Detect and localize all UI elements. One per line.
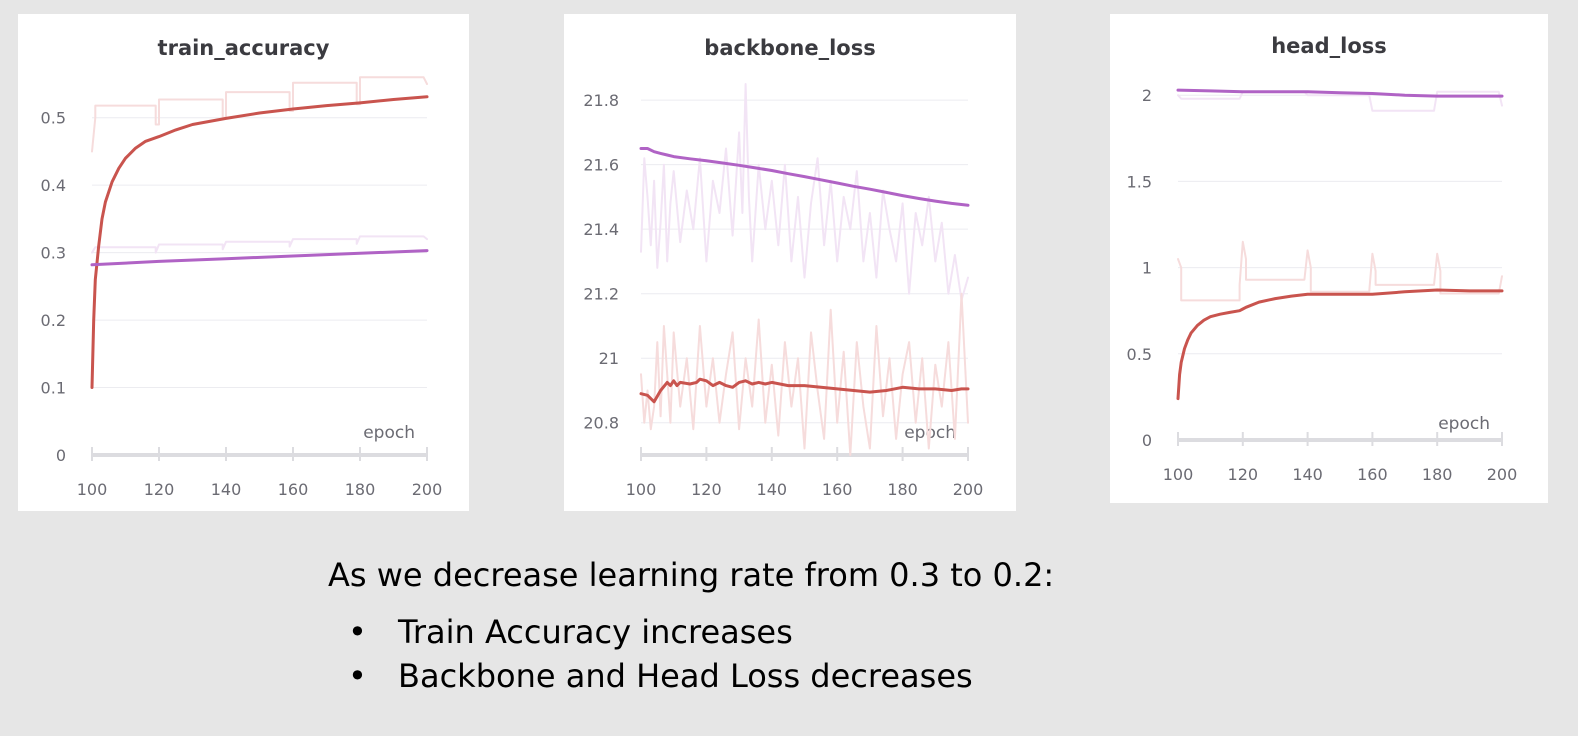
chart-plot: 0 0.1 0.2 0.3 0.4 0.5 100 120 140 160 180 200 epoch [41,76,443,499]
y-tick-label: 20.8 [583,414,619,433]
chart-title: backbone_loss [704,36,876,60]
x-tick-label: 200 [953,480,984,499]
caption-bullet: • Train Accuracy increases [328,610,1228,654]
y-tick-label: 0.5 [41,109,66,128]
y-tick-label: 1 [1142,259,1152,278]
y-tick-label: 2 [1142,86,1152,105]
y-tick-label: 0.4 [41,176,66,195]
x-tick-label: 120 [144,480,175,499]
x-tick-label: 140 [211,480,242,499]
x-tick-label: 180 [345,480,376,499]
series-line-purple [1176,88,1504,98]
y-tick-label: 21.6 [583,156,619,175]
y-tick-label: 0 [56,446,66,465]
series-line-red [1176,288,1504,401]
x-tick-label: 100 [77,480,108,499]
y-tick-label: 0.2 [41,311,66,330]
y-tick-label: 0.5 [1127,345,1152,364]
backbone-loss-chart: backbone_loss 20.8 21 21.2 21.4 21.6 21.8 100 1… [564,14,1016,511]
chart-title: head_loss [1271,34,1387,58]
chart-title: train_accuracy [157,36,330,60]
x-tick-label: 140 [757,480,788,499]
y-tick-label: 0.1 [41,379,66,398]
series-line-red [639,377,970,404]
x-tick-label: 120 [691,480,722,499]
y-tick-label: 1.5 [1127,172,1152,191]
chart-plot: 0 0.5 1 1.5 2 100 120 140 160 180 200 epoch [1127,86,1518,484]
x-tick-label: 100 [626,480,657,499]
train-accuracy-chart: train_accuracy 0 0.1 0.2 0.3 0.4 0.5 100 120 140… [18,14,469,511]
x-axis-label: epoch [363,423,415,443]
series-line-purple [90,249,429,267]
y-tick-label: 21.2 [583,285,619,304]
x-tick-label: 140 [1292,465,1323,484]
caption-heading: As we decrease learning rate from 0.3 to… [328,556,1055,594]
bullet-icon: • [348,613,367,651]
series-line-purple-raw [640,83,969,302]
series-line-purple-raw [91,235,428,254]
x-tick-label: 180 [887,480,918,499]
y-tick-label: 0 [1142,431,1152,450]
x-tick-label: 160 [1357,465,1388,484]
slide-caption: As we decrease learning rate from 0.3 to… [328,556,1228,698]
series-line-purple [639,147,970,207]
y-tick-label: 21 [599,349,619,368]
y-tick-label: 21.8 [583,91,619,110]
caption-bullet-text: Backbone and Head Loss decreases [398,657,973,695]
y-tick-label: 21.4 [583,220,619,239]
chart-plot: 20.8 21 21.2 21.4 21.6 21.8 100 120 140 160 180 200… [583,83,984,499]
x-tick-label: 200 [1487,465,1518,484]
x-tick-label: 100 [1163,465,1194,484]
caption-bullet-text: Train Accuracy increases [398,613,793,651]
x-tick-label: 160 [822,480,853,499]
x-tick-label: 180 [1422,465,1453,484]
series-line-red-raw [1177,240,1503,302]
x-axis-label: epoch [1438,414,1490,434]
caption-bullet: • Backbone and Head Loss decreases [328,654,1228,698]
y-tick-label: 0.3 [41,244,66,263]
x-tick-label: 160 [278,480,309,499]
series-line-red [90,95,429,389]
x-tick-label: 120 [1228,465,1259,484]
series-line-purple-raw [1177,90,1503,112]
caption-bullet-list: • Train Accuracy increases • Backbone an… [328,610,1228,698]
head-loss-chart: head_loss 0 0.5 1 1.5 2 100 120 140 160 180 200 epo… [1110,14,1548,503]
x-tick-label: 200 [412,480,443,499]
series-line-red-raw [640,292,969,456]
bullet-icon: • [348,657,367,695]
